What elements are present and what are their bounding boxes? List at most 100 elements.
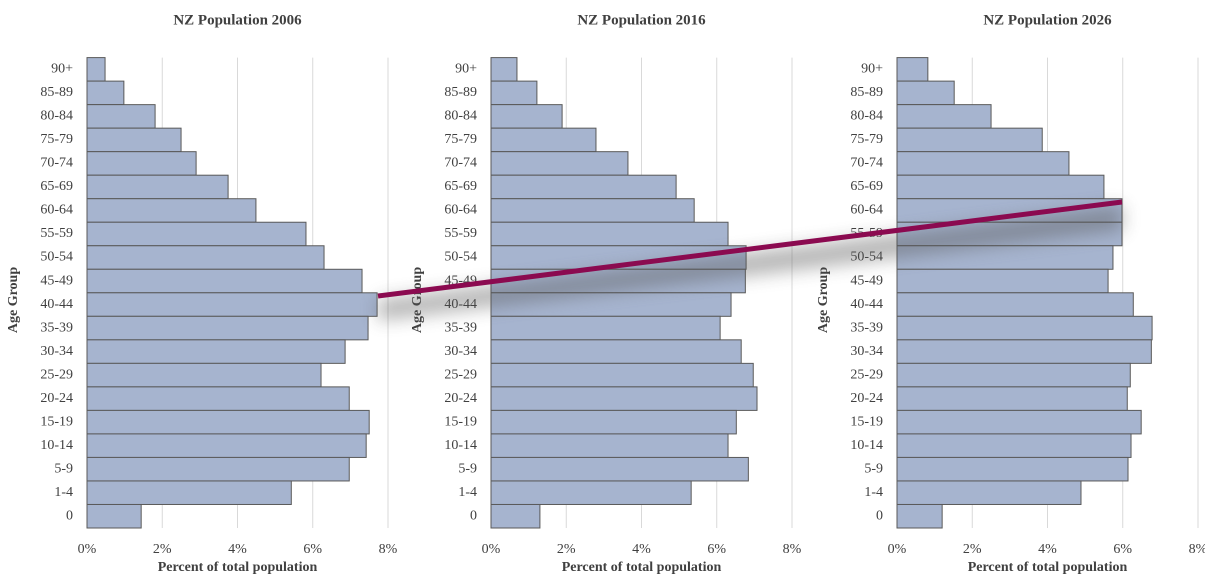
bar (896, 57, 929, 82)
bar (490, 104, 563, 129)
y-tick-label: 40-44 (40, 297, 73, 312)
bar (86, 80, 125, 106)
bar (490, 480, 692, 505)
x-tick-label: 2% (557, 542, 576, 557)
y-tick-label: 45-49 (850, 273, 883, 288)
x-axis-label: Percent of total population (968, 560, 1128, 575)
y-tick-label: 25-29 (444, 367, 477, 382)
x-tick-label: 0% (888, 542, 907, 557)
y-tick-label: 75-79 (850, 132, 883, 147)
y-tick-label: 80-84 (444, 109, 477, 124)
y-tick-label: 20-24 (40, 391, 73, 406)
y-tick-label: 65-69 (444, 179, 477, 194)
y-tick-label: 55-59 (40, 226, 73, 241)
y-tick-label: 10-14 (444, 438, 477, 453)
y-tick-label: 50-54 (444, 250, 477, 265)
bar (86, 104, 156, 129)
y-tick-label: 90+ (51, 62, 73, 77)
y-tick-label: 60-64 (850, 203, 883, 218)
y-tick-label: 60-64 (40, 203, 73, 218)
bar (86, 386, 350, 411)
bar (86, 221, 307, 247)
annotation-line (377, 199, 1123, 299)
y-tick-label: 25-29 (850, 367, 883, 382)
y-tick-label: 15-19 (850, 414, 883, 429)
bar (490, 127, 597, 153)
bar (86, 339, 346, 364)
y-tick-label: 35-39 (40, 320, 73, 335)
y-tick-label: 5-9 (54, 461, 73, 476)
bar (896, 386, 1128, 411)
bar (490, 456, 749, 482)
y-tick-label: 85-89 (444, 85, 477, 100)
y-tick-label: 90+ (861, 62, 883, 77)
y-tick-label: 75-79 (40, 132, 73, 147)
y-tick-label: 30-34 (40, 344, 73, 359)
bar (86, 362, 322, 388)
annotation-shadow (378, 206, 1122, 320)
y-tick-label: 35-39 (850, 320, 883, 335)
x-tick-label: 2% (153, 542, 172, 557)
x-tick-label: 2% (963, 542, 982, 557)
x-tick-label: 4% (632, 542, 651, 557)
x-tick-label: 8% (783, 542, 802, 557)
trend-annotation (377, 199, 1123, 320)
y-tick-label: 65-69 (850, 179, 883, 194)
y-axis-label: Age Group (6, 267, 21, 333)
y-tick-label: 85-89 (40, 85, 73, 100)
chart-title: NZ Population 2016 (577, 12, 706, 28)
y-tick-label: 60-64 (444, 203, 477, 218)
y-tick-label: 75-79 (444, 132, 477, 147)
y-tick-label: 90+ (455, 62, 477, 77)
y-tick-label: 0 (470, 508, 477, 523)
bar (896, 433, 1132, 458)
x-tick-label: 6% (707, 542, 726, 557)
bar (490, 386, 758, 411)
y-tick-label: 25-29 (40, 367, 73, 382)
y-tick-label: 0 (876, 508, 883, 523)
bar (896, 174, 1105, 200)
bar (86, 456, 350, 482)
bar (896, 151, 1070, 176)
chart-title: NZ Population 2026 (983, 12, 1112, 28)
x-tick-label: 8% (379, 542, 398, 557)
bar (896, 480, 1082, 505)
bar (490, 221, 729, 247)
y-axis-label: Age Group (816, 267, 831, 333)
y-tick-label: 5-9 (864, 461, 883, 476)
x-axis-label: Percent of total population (158, 560, 318, 575)
bar (490, 174, 677, 200)
bar (490, 433, 729, 458)
bar (86, 245, 325, 270)
bar (896, 409, 1142, 435)
bar (86, 57, 106, 82)
y-tick-label: 55-59 (444, 226, 477, 241)
bar (86, 503, 142, 529)
y-tick-label: 45-49 (40, 273, 73, 288)
x-tick-label: 8% (1189, 542, 1205, 557)
bar (896, 362, 1131, 388)
panels: NZ Population 2006 0% 2% 4% 6% 8% 90+ 85-89 80-8… (6, 12, 1205, 575)
bar (490, 339, 742, 364)
bar (896, 503, 943, 529)
bar (490, 57, 518, 82)
bar (86, 480, 292, 505)
y-tick-label: 1-4 (54, 485, 73, 500)
chart-title: NZ Population 2006 (173, 12, 302, 28)
bar (86, 198, 257, 223)
bar (490, 198, 695, 223)
bar (490, 315, 721, 341)
y-tick-label: 0 (66, 508, 73, 523)
bar (896, 127, 1043, 153)
bar (896, 456, 1129, 482)
bar (490, 409, 737, 435)
y-tick-label: 65-69 (40, 179, 73, 194)
y-tick-label: 30-34 (850, 344, 883, 359)
y-tick-label: 15-19 (444, 414, 477, 429)
bar (86, 315, 369, 341)
x-tick-label: 6% (303, 542, 322, 557)
y-tick-label: 1-4 (864, 485, 883, 500)
y-tick-label: 85-89 (850, 85, 883, 100)
bar (86, 151, 197, 176)
